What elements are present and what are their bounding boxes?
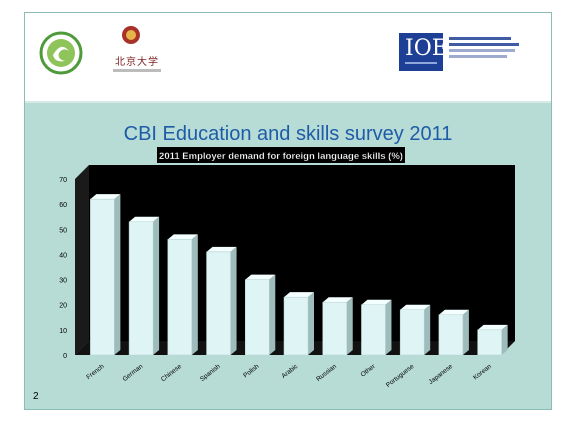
bar-side [153, 216, 160, 355]
university-seal-icon [122, 26, 140, 44]
bar-side [308, 292, 315, 355]
bar [128, 221, 154, 356]
bar-side [114, 194, 121, 355]
bar-top [167, 234, 198, 240]
y-tick-label: 70 [59, 177, 67, 184]
x-tick-label: Chinese [160, 363, 183, 383]
x-tick-label: Polish [242, 363, 261, 380]
y-tick-label: 10 [59, 328, 67, 335]
x-tick-label: Spanish [199, 363, 222, 383]
bar-side [501, 324, 508, 355]
bar [322, 301, 347, 356]
university-subtitle-mark [113, 69, 161, 72]
bar [438, 314, 464, 356]
bar-top [129, 216, 160, 222]
chart-title: 2011 Employer demand for foreign languag… [159, 151, 403, 162]
bar-top [206, 246, 237, 252]
bar [477, 329, 502, 356]
slide-number: 2 [33, 391, 39, 402]
slide-title: CBI Education and skills survey 2011 [123, 123, 453, 145]
slide: 北京大学 IOE CBI Education and skills survey… [24, 12, 552, 410]
logo-banner: 北京大学 IOE [25, 13, 551, 103]
bar-side [462, 309, 469, 355]
bar-side [230, 246, 237, 355]
bar [361, 304, 386, 356]
bar-side [346, 297, 353, 355]
bar-side [385, 299, 392, 355]
x-tick-label: German [122, 363, 145, 383]
swirl-logo-icon [39, 31, 83, 75]
x-tick-label: Other [360, 363, 378, 379]
chart-title-background [157, 147, 405, 163]
x-tick-label: Japanese [428, 363, 455, 386]
bar-top [438, 309, 469, 315]
ioe-logo-icon: IOE [399, 33, 448, 71]
y-tick-label: 0 [63, 353, 67, 360]
bar [90, 198, 115, 356]
y-tick-label: 30 [59, 278, 67, 285]
bar-top [90, 194, 121, 200]
ioe-logo-underline [405, 62, 437, 64]
bar-side [424, 304, 431, 355]
bar-top [477, 324, 508, 330]
plot-side-wall [75, 165, 89, 355]
bar [167, 239, 193, 356]
x-tick-label: Korean [472, 363, 493, 382]
x-tick-label: French [85, 363, 106, 381]
bar-top [400, 304, 431, 310]
ioe-logo-mark: IOE [405, 36, 448, 61]
x-tick-label: Portuguese [385, 363, 416, 389]
y-tick-label: 20 [59, 303, 67, 310]
bar-side [191, 234, 198, 355]
x-tick-label: Russian [315, 363, 338, 383]
y-tick-label: 50 [59, 227, 67, 234]
bar [245, 279, 270, 356]
university-name: 北京大学 [115, 57, 159, 68]
bar [206, 251, 231, 356]
bar-side [269, 274, 276, 355]
bar [399, 309, 425, 356]
bar-top [361, 299, 392, 305]
y-tick-label: 40 [59, 252, 67, 259]
y-tick-label: 60 [59, 202, 67, 209]
x-tick-label: Arabic [280, 363, 299, 380]
bar-top [283, 292, 315, 298]
bar-top [245, 274, 276, 280]
bar [283, 296, 309, 356]
chart-svg: 2011 Employer demand for foreign languag… [59, 147, 515, 389]
bar-top [322, 297, 353, 303]
ioe-logo-tagline [449, 37, 529, 61]
bar-chart: 2011 Employer demand for foreign languag… [39, 147, 537, 397]
